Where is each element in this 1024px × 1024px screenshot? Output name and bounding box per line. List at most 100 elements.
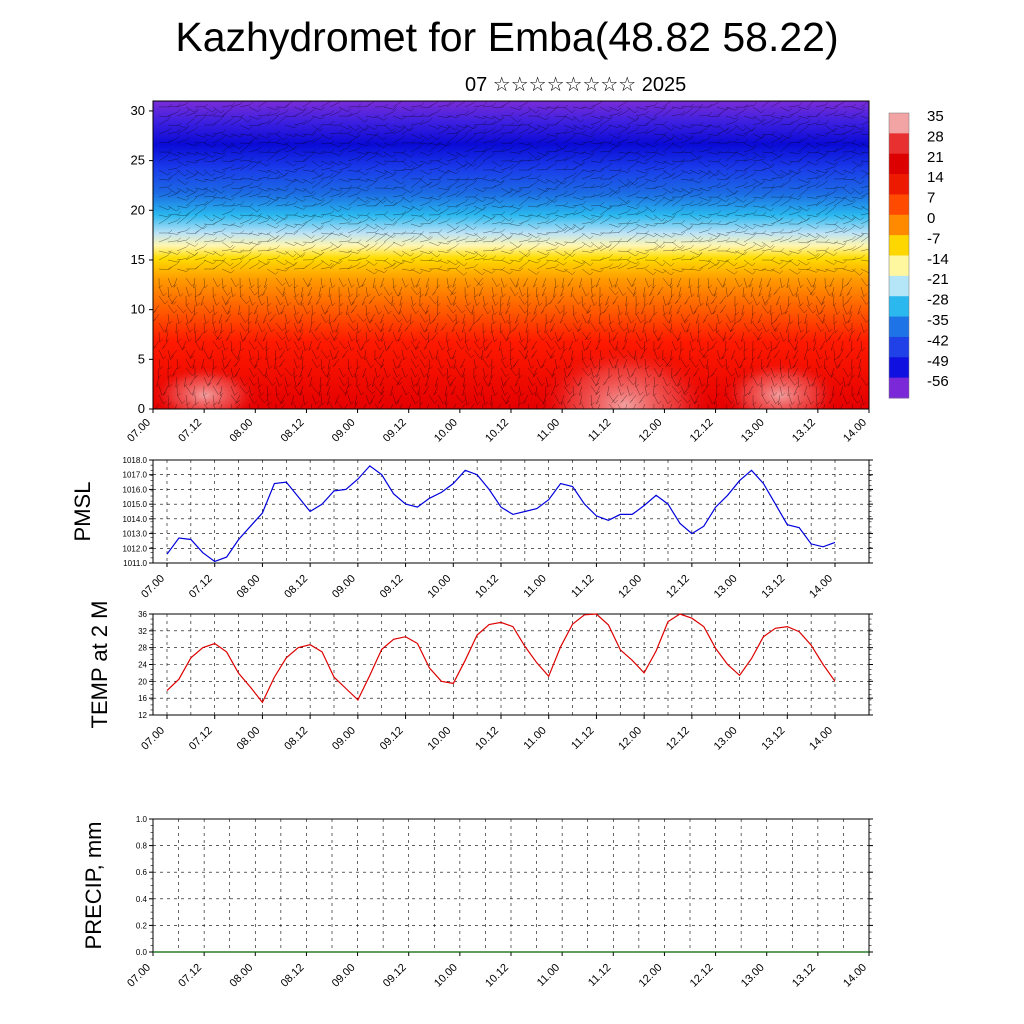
x-tick-label: 08.00 bbox=[227, 417, 255, 445]
colorbar-label: -7 bbox=[927, 230, 940, 247]
x-tick-label: 07.00 bbox=[139, 573, 167, 601]
x-tick-label: 12.12 bbox=[664, 573, 692, 601]
y-tick-label: 1017.0 bbox=[123, 471, 148, 480]
x-tick-label: 11.00 bbox=[521, 725, 548, 752]
wind-barbs bbox=[153, 101, 869, 409]
colorbar: 35 28 21 14 7 0 -7 -14 -21 -28 -35 -42 -49 -56 bbox=[888, 108, 949, 399]
x-tick-label: 10.12 bbox=[483, 417, 511, 445]
x-tick-label: 11.00 bbox=[535, 962, 562, 989]
colorbar-label: 21 bbox=[927, 149, 944, 166]
y-tick-label: 1.0 bbox=[136, 815, 148, 824]
x-tick-label: 14.00 bbox=[807, 725, 835, 753]
x-tick-label: 13.12 bbox=[759, 573, 787, 601]
x-tick-label: 09.12 bbox=[378, 573, 406, 601]
colorbar-swatch bbox=[889, 296, 909, 318]
colorbar-label: 7 bbox=[927, 190, 935, 207]
y-tick-label: 32 bbox=[138, 627, 147, 636]
x-tick-label: 08.12 bbox=[279, 962, 307, 990]
chart-title: Kazhydromet for Emba(48.82 58.22) bbox=[175, 14, 839, 60]
x-tick-label: 11.12 bbox=[569, 725, 596, 752]
colorbar-swatch bbox=[889, 336, 909, 358]
chart-subtitle: 07 ☆☆☆☆☆☆☆☆ 2025 bbox=[465, 74, 687, 96]
colorbar-label: -56 bbox=[927, 373, 949, 390]
y-tick-label: 1016.0 bbox=[123, 485, 148, 494]
x-tick-label: 11.00 bbox=[521, 573, 548, 600]
hotspot bbox=[535, 345, 715, 409]
y-tick-label: 0.0 bbox=[136, 948, 148, 957]
temperature-heatmap: 0 5 10 15 20 25 30 07.00 07.12 08.00 08.12 09.00 09.… bbox=[125, 100, 870, 445]
x-tick-label: 10.12 bbox=[473, 573, 501, 601]
x-tick-label: 08.12 bbox=[282, 725, 310, 753]
colorbar-label: -14 bbox=[927, 251, 949, 268]
x-tick-label: 07.12 bbox=[187, 573, 215, 601]
y-tick-label: 0.4 bbox=[136, 895, 148, 904]
x-tick-label: 09.00 bbox=[330, 725, 358, 753]
x-tick-label: 11.12 bbox=[586, 962, 613, 989]
colorbar-label: 14 bbox=[927, 169, 944, 186]
colorbar-label: 28 bbox=[927, 128, 944, 145]
x-tick-label: 11.12 bbox=[586, 417, 613, 444]
y-tick-label: 1013.0 bbox=[123, 530, 148, 539]
x-tick-label: 10.00 bbox=[425, 725, 453, 753]
colorbar-swatch bbox=[889, 194, 909, 216]
x-tick-label: 13.12 bbox=[759, 725, 787, 753]
x-tick-label: 10.00 bbox=[432, 417, 460, 445]
colorbar-swatch bbox=[889, 214, 909, 236]
pmsl-panel: 1011.0 1012.0 1013.0 1014.0 1015.0 1016.0 1017… bbox=[70, 456, 873, 601]
x-tick-label: 09.12 bbox=[378, 725, 406, 753]
x-tick-label: 08.00 bbox=[227, 962, 255, 990]
y-tick-label: 1011.0 bbox=[123, 559, 147, 568]
colorbar-swatch bbox=[889, 275, 909, 297]
x-tick-label: 14.00 bbox=[841, 417, 869, 445]
x-tick-label: 10.12 bbox=[483, 962, 511, 990]
x-tick-label: 07.00 bbox=[125, 962, 153, 990]
colorbar-frame bbox=[888, 112, 910, 399]
x-tick-label: 10.00 bbox=[425, 573, 453, 601]
x-tick-label: 14.00 bbox=[807, 573, 835, 601]
x-tick-label: 07.00 bbox=[125, 417, 153, 445]
y-tick-label: 16 bbox=[138, 694, 147, 703]
x-tick-label: 12.12 bbox=[688, 962, 716, 990]
y-tick-label: 24 bbox=[138, 661, 147, 670]
precip-panel: 0.0 0.2 0.4 0.6 0.8 1.0 07.00 07.12 08.00 08.12 09… bbox=[81, 815, 873, 990]
x-tick-label: 12.00 bbox=[637, 962, 665, 990]
y-tick-label: 36 bbox=[138, 610, 147, 619]
x-tick-label: 11.00 bbox=[535, 417, 562, 444]
x-tick-label: 08.12 bbox=[282, 573, 310, 601]
colorbar-swatch bbox=[889, 235, 909, 256]
x-tick-label: 07.12 bbox=[176, 417, 204, 445]
x-tick-label: 12.00 bbox=[637, 417, 665, 445]
y-tick-label: 10 bbox=[131, 302, 145, 317]
y-tick-label: 5 bbox=[138, 351, 145, 366]
x-tick-label: 12.00 bbox=[616, 573, 644, 601]
colorbar-label: 0 bbox=[927, 210, 935, 227]
colorbar-label: -35 bbox=[927, 312, 949, 329]
x-tick-label: 13.12 bbox=[790, 417, 818, 445]
colorbar-swatch bbox=[889, 133, 909, 155]
x-tick-label: 09.12 bbox=[381, 962, 409, 990]
y-tick-label: 0.8 bbox=[136, 842, 148, 851]
y-tick-label: 1015.0 bbox=[123, 500, 148, 509]
line-panels: 1011.0 1012.0 1013.0 1014.0 1015.0 1016.0 1017… bbox=[70, 456, 873, 990]
x-tick-label: 12.12 bbox=[664, 725, 692, 753]
colorbar-swatch bbox=[889, 153, 909, 175]
colorbar-label: -28 bbox=[927, 292, 949, 309]
panel-frame bbox=[152, 459, 870, 564]
series-line bbox=[166, 613, 836, 704]
y-tick-label: 28 bbox=[138, 644, 147, 653]
y-tick-label: 25 bbox=[131, 153, 145, 168]
y-tick-label: 15 bbox=[131, 252, 145, 267]
x-tick-label: 10.00 bbox=[432, 962, 460, 990]
colorbar-label: 35 bbox=[927, 108, 944, 125]
x-tick-label: 07.12 bbox=[187, 725, 215, 753]
x-tick-label: 13.00 bbox=[739, 417, 767, 445]
y-tick-label: 0 bbox=[138, 401, 145, 416]
x-tick-label: 14.00 bbox=[841, 962, 869, 990]
colorbar-swatch bbox=[889, 113, 909, 134]
x-tick-label: 13.00 bbox=[712, 573, 740, 601]
hotspot bbox=[720, 360, 840, 409]
x-tick-label: 12.00 bbox=[616, 725, 644, 753]
x-tick-label: 13.12 bbox=[790, 962, 818, 990]
y-tick-label: 1018.0 bbox=[123, 456, 148, 465]
